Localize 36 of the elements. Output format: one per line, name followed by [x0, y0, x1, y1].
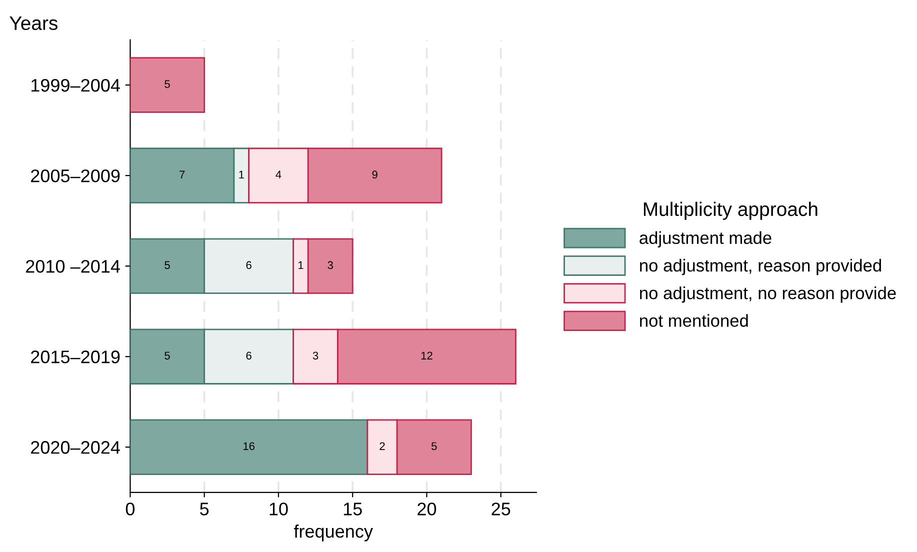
data-label: 16 [243, 442, 255, 450]
y-tick-label: 2020–2024 [31, 441, 120, 454]
data-label: 5 [164, 80, 170, 88]
y-tick-label: 2005–2009 [31, 169, 120, 182]
x-tick-label: 20 [418, 502, 436, 516]
data-label: 9 [372, 170, 378, 179]
y-tick-label: 1999–2004 [32, 78, 120, 92]
data-label: 3 [312, 352, 318, 360]
y-tick-label: 2015–2019 [31, 350, 120, 364]
y-axis-title: Years [10, 16, 58, 30]
data-label: 6 [246, 352, 252, 360]
x-tick-label: 25 [492, 502, 510, 516]
data-label: 2 [380, 442, 385, 450]
data-label: 7 [180, 170, 185, 178]
bar [130, 57, 206, 113]
legend-title: Multiplicity approach [644, 202, 818, 220]
data-label: 5 [164, 352, 170, 360]
legend-label: no adjustment, no reason provide [640, 286, 896, 303]
data-label: 12 [421, 352, 432, 360]
data-label: 3 [328, 261, 333, 270]
x-tick-label: 0 [126, 502, 135, 516]
x-tick-label: 10 [270, 502, 288, 516]
data-label: 1 [239, 170, 244, 178]
x-tick-label: 15 [344, 502, 362, 516]
data-label: 5 [164, 261, 170, 270]
x-tick-label: 5 [200, 502, 209, 516]
x-axis-title: frequency [294, 524, 373, 542]
legend-label: not mentioned [640, 314, 748, 327]
legend-label: adjustment made [640, 231, 772, 248]
y-tick-label: 2010 –2014 [26, 260, 120, 273]
bar [130, 419, 368, 475]
data-label: 4 [276, 170, 282, 178]
data-label: 5 [432, 442, 437, 450]
legend-label: no adjustment, reason provided [640, 258, 881, 276]
data-label: 1 [298, 261, 304, 269]
data-label: 6 [246, 261, 252, 270]
